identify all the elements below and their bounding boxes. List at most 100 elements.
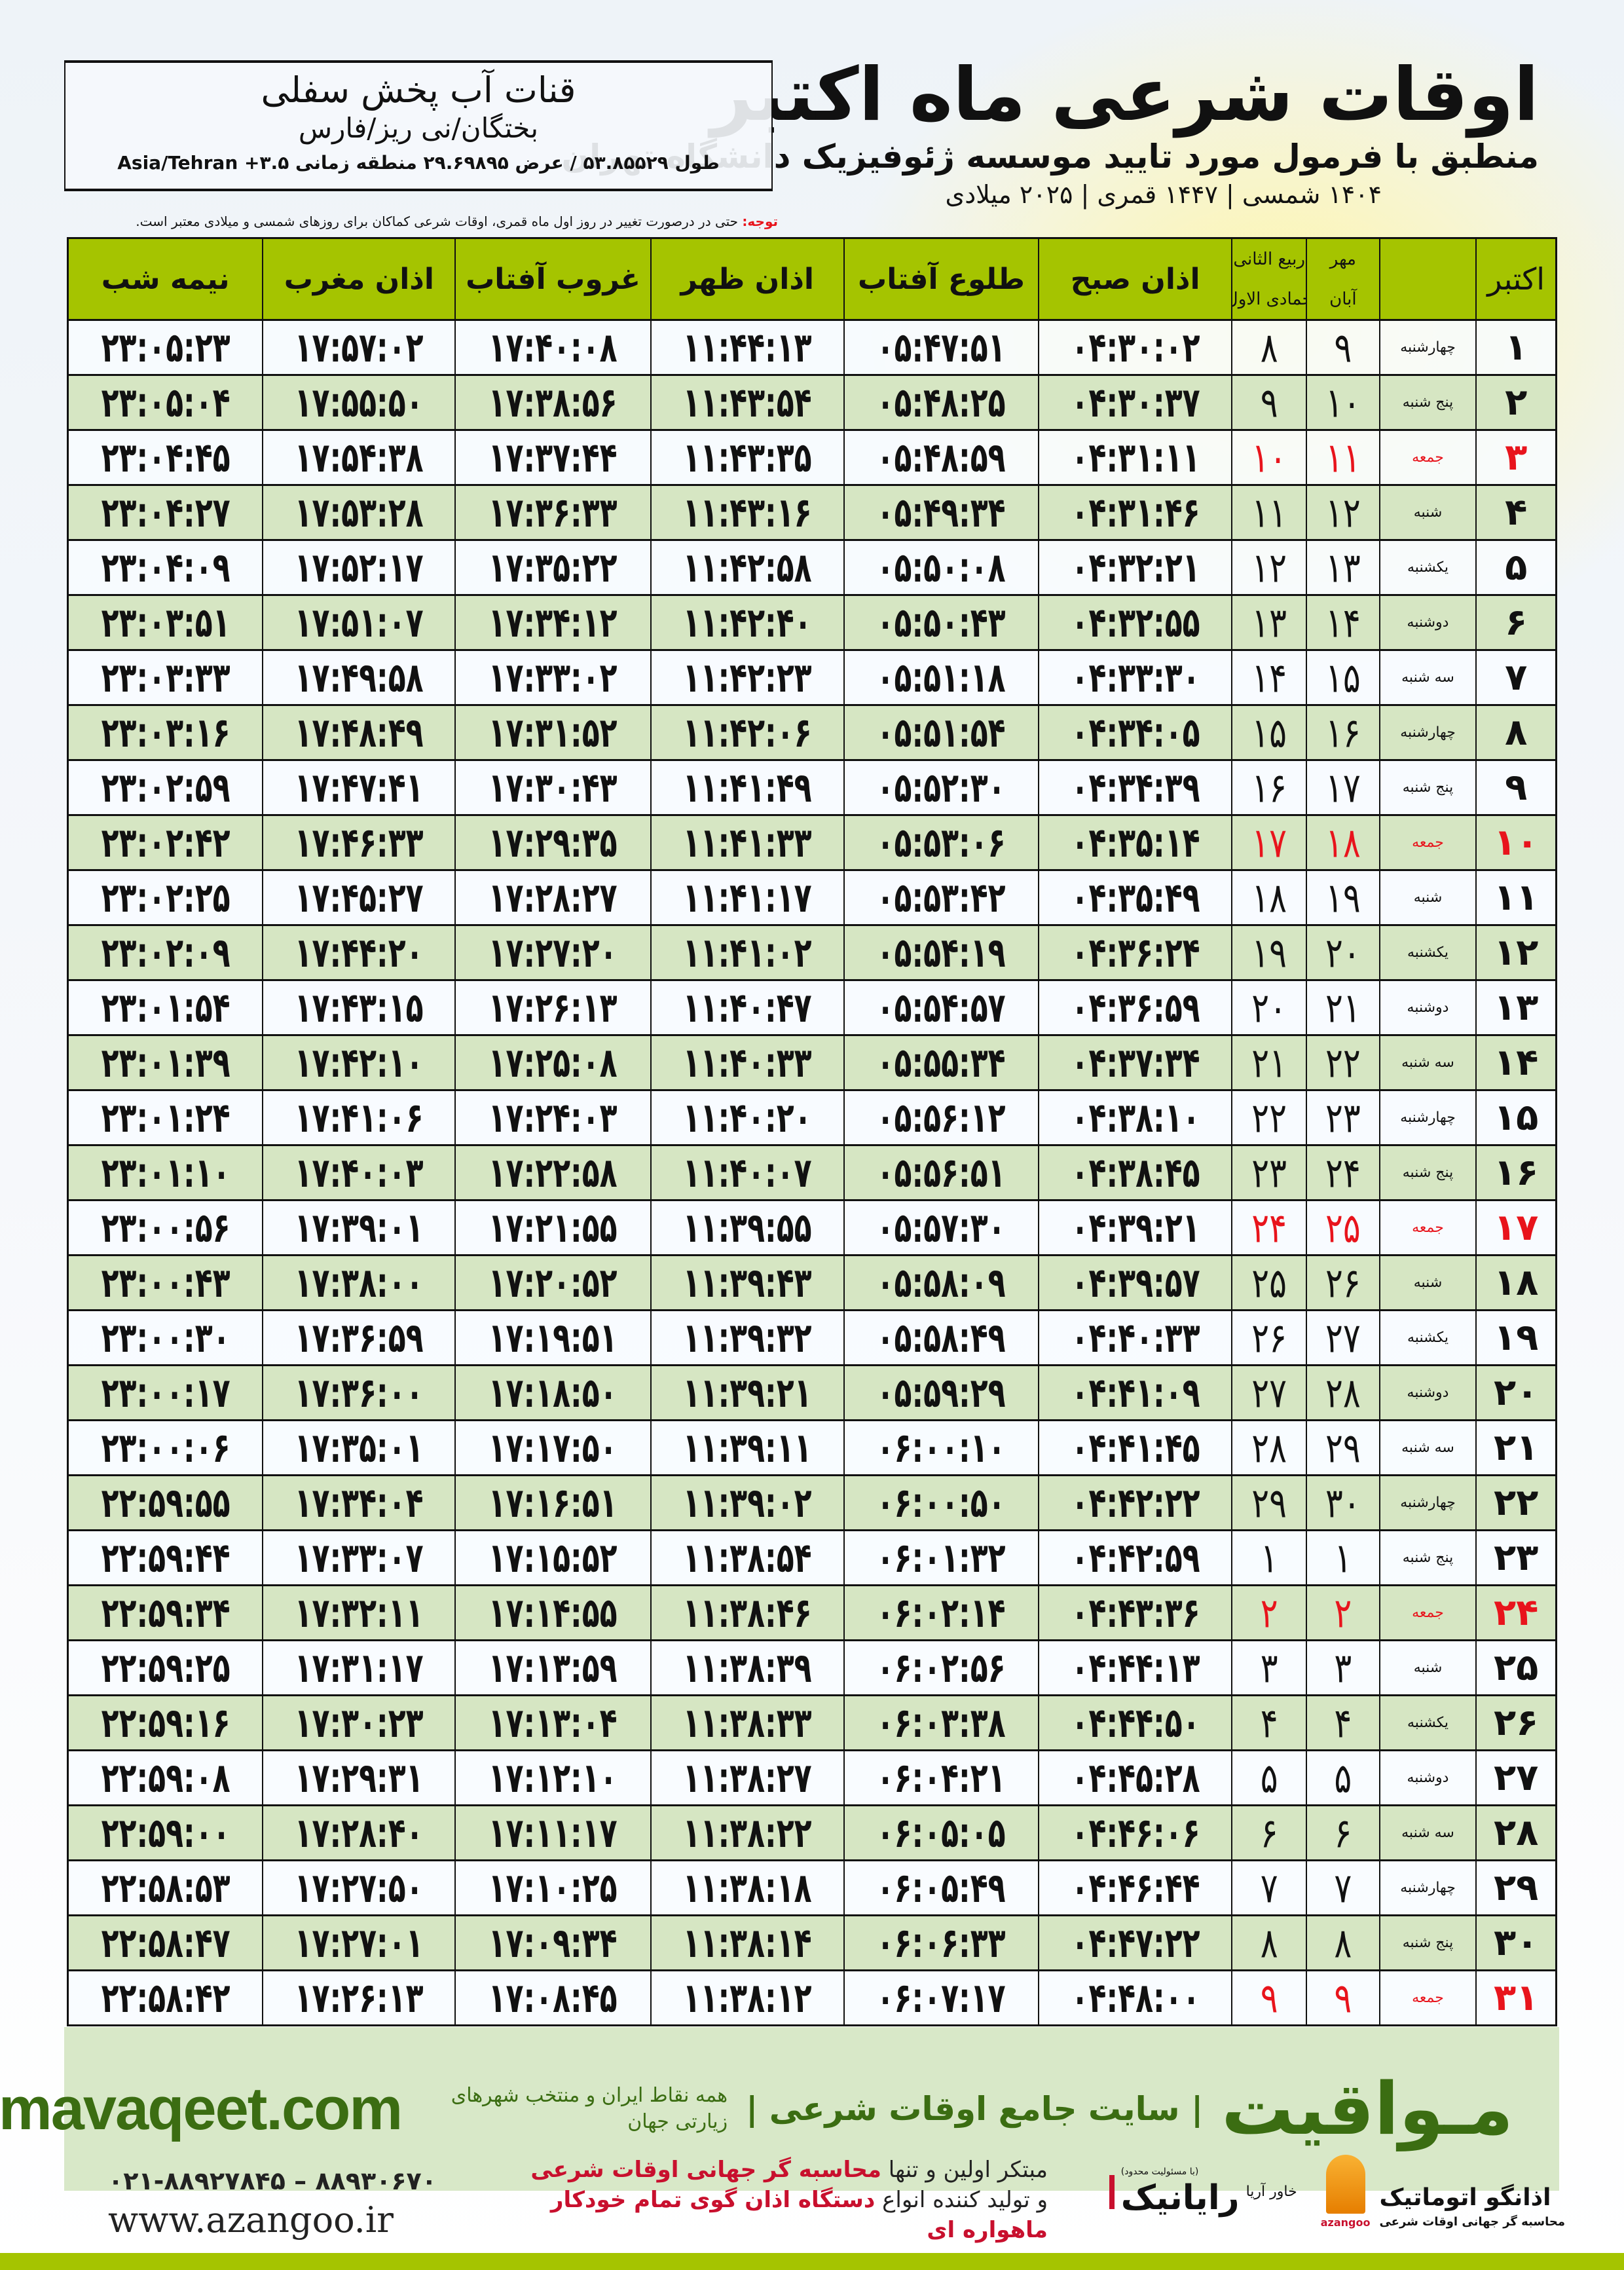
cell-dhuhr: ۱۱:۳۸:۱۸: [650, 1861, 843, 1914]
hijri-value: ۲۳: [1251, 1149, 1287, 1197]
hijri-value: ۵: [1260, 1754, 1278, 1802]
azangoo-link[interactable]: www.azangoo.ir: [108, 2199, 394, 2241]
day-value: ۲۷: [1493, 1757, 1539, 1799]
sunrise-value: ۰۵:۵۲:۳۰: [876, 764, 1006, 811]
sunrise-value: ۰۵:۵۳:۴۲: [876, 874, 1006, 921]
weekday-value: یکشنبه: [1407, 1715, 1449, 1731]
cell-sunrise: ۰۵:۵۹:۲۹: [843, 1366, 1038, 1419]
maghrib-value: ۱۷:۳۰:۲۳: [294, 1699, 424, 1747]
cell-weekday: یکشنبه: [1378, 926, 1476, 979]
cell-fajr: ۰۴:۳۶:۲۴: [1038, 926, 1231, 979]
cell-dhuhr: ۱۱:۳۹:۴۳: [650, 1256, 843, 1309]
sunset-value: ۱۷:۱۳:۵۹: [489, 1644, 618, 1692]
dhuhr-value: ۱۱:۴۱:۳۳: [682, 819, 812, 866]
fajr-value: ۰۴:۳۴:۳۹: [1071, 764, 1200, 811]
cell-sunset: ۱۷:۳۵:۲۲: [454, 541, 650, 594]
cell-midnight: ۲۲:۵۸:۴۲: [69, 1971, 262, 2024]
cell-sunset: ۱۷:۱۳:۰۴: [454, 1696, 650, 1749]
shamsi-value: ۲۹: [1325, 1424, 1361, 1472]
sunrise-value: ۰۵:۴۹:۳۴: [876, 489, 1006, 536]
cell-weekday: دوشنبه: [1378, 981, 1476, 1034]
cell-weekday: چهارشنبه: [1378, 321, 1476, 374]
fajr-value: ۰۴:۳۱:۴۶: [1071, 489, 1200, 536]
day-value: ۱۳: [1493, 986, 1539, 1029]
cell-fajr: ۰۴:۳۱:۱۱: [1038, 431, 1231, 484]
day-value: ۳۰: [1493, 1922, 1539, 1964]
sunset-value: ۱۷:۲۵:۰۸: [489, 1039, 618, 1087]
cell-day: ۲: [1475, 376, 1555, 429]
day-value: ۱۵: [1493, 1096, 1539, 1139]
cell-midnight: ۲۳:۰۲:۲۵: [69, 871, 262, 924]
maghrib-value: ۱۷:۳۸:۰۰: [294, 1259, 424, 1307]
table-row: ۱۱ شنبه ۱۹ ۱۸ ۰۴:۳۵:۴۹ ۰۵:۵۳:۴۲ ۱۱:۴۱:۱۷ ۱۷:۲۸:…: [69, 869, 1555, 924]
cell-weekday: جمعه: [1378, 1586, 1476, 1639]
cell-weekday: پنج شنبه: [1378, 1146, 1476, 1199]
weekday-value: پنج شنبه: [1402, 1935, 1454, 1951]
shamsi-value: ۴: [1334, 1699, 1352, 1747]
cell-sunrise: ۰۵:۵۵:۳۴: [843, 1036, 1038, 1089]
shamsi-value: ۱: [1334, 1534, 1352, 1582]
cell-dhuhr: ۱۱:۴۰:۲۰: [650, 1091, 843, 1144]
mavaqeet-link[interactable]: mavaqeet.com: [0, 2075, 403, 2142]
cell-fajr: ۰۴:۳۷:۳۴: [1038, 1036, 1231, 1089]
cell-fajr: ۰۴:۴۲:۲۲: [1038, 1476, 1231, 1529]
cell-sunrise: ۰۶:۰۶:۳۳: [843, 1916, 1038, 1969]
fajr-value: ۰۴:۳۹:۲۱: [1071, 1204, 1200, 1252]
midnight-value: ۲۳:۰۰:۳۰: [101, 1314, 231, 1362]
cell-shamsi: ۱۶: [1306, 706, 1379, 759]
cell-hijri: ۶: [1231, 1806, 1306, 1859]
cell-maghrib: ۱۷:۳۰:۲۳: [262, 1696, 454, 1749]
dhuhr-value: ۱۱:۴۲:۲۳: [682, 654, 812, 701]
table-row: ۱۳ دوشنبه ۲۱ ۲۰ ۰۴:۳۶:۵۹ ۰۵:۵۴:۵۷ ۱۱:۴۰:۴۷ ۱۷:۲…: [69, 979, 1555, 1034]
cell-fajr: ۰۴:۳۰:۳۷: [1038, 376, 1231, 429]
hijri-value: ۲۹: [1251, 1479, 1287, 1527]
table-row: ۲۵ شنبه ۳ ۳ ۰۴:۴۴:۱۳ ۰۶:۰۲:۵۶ ۱۱:۳۸:۳۹ ۱۷:۱۳:۵۹…: [69, 1639, 1555, 1694]
cell-fajr: ۰۴:۴۸:۰۰: [1038, 1971, 1231, 2024]
table-row: ۱۰ جمعه ۱۸ ۱۷ ۰۴:۳۵:۱۴ ۰۵:۵۳:۰۶ ۱۱:۴۱:۳۳ ۱۷:۲۹:…: [69, 814, 1555, 869]
sunrise-value: ۰۵:۵۸:۰۹: [876, 1259, 1006, 1307]
cell-dhuhr: ۱۱:۴۲:۰۶: [650, 706, 843, 759]
midnight-value: ۲۳:۰۰:۵۶: [101, 1204, 231, 1252]
cell-sunset: ۱۷:۲۴:۰۳: [454, 1091, 650, 1144]
sunset-value: ۱۷:۱۵:۵۲: [489, 1534, 618, 1582]
shamsi-value: ۲۸: [1325, 1369, 1361, 1417]
dhuhr-value: ۱۱:۴۰:۳۳: [682, 1039, 812, 1087]
cell-maghrib: ۱۷:۳۲:۱۱: [262, 1586, 454, 1639]
cell-midnight: ۲۲:۵۹:۰۸: [69, 1751, 262, 1804]
cell-hijri: ۱۵: [1231, 706, 1306, 759]
weekday-value: شنبه: [1413, 1660, 1443, 1676]
weekday-value: دوشنبه: [1407, 1385, 1449, 1401]
cell-sunrise: ۰۵:۵۷:۳۰: [843, 1201, 1038, 1254]
shamsi-value: ۱۱: [1325, 434, 1361, 481]
cell-weekday: شنبه: [1378, 1641, 1476, 1694]
cell-day: ۲۱: [1475, 1421, 1555, 1474]
cell-midnight: ۲۳:۰۱:۵۴: [69, 981, 262, 1034]
sunrise-value: ۰۶:۰۵:۰۵: [876, 1809, 1006, 1857]
maghrib-value: ۱۷:۴۳:۱۵: [294, 984, 424, 1032]
midnight-value: ۲۳:۰۴:۲۷: [101, 489, 231, 536]
maghrib-value: ۱۷:۵۷:۰۲: [294, 324, 424, 371]
cell-hijri: ۱۷: [1231, 816, 1306, 869]
shamsi-value: ۱۷: [1325, 764, 1361, 811]
cell-maghrib: ۱۷:۴۵:۲۷: [262, 871, 454, 924]
dhuhr-value: ۱۱:۴۳:۱۶: [682, 489, 812, 536]
cell-fajr: ۰۴:۴۳:۳۶: [1038, 1586, 1231, 1639]
cell-sunset: ۱۷:۰۸:۴۵: [454, 1971, 650, 2024]
maghrib-value: ۱۷:۵۱:۰۷: [294, 599, 424, 646]
midnight-value: ۲۳:۰۲:۰۹: [101, 929, 231, 977]
hijri-value: ۱۰: [1251, 434, 1287, 481]
cell-day: ۸: [1475, 706, 1555, 759]
cell-sunrise: ۰۵:۵۳:۰۶: [843, 816, 1038, 869]
sunset-value: ۱۷:۳۳:۰۲: [489, 654, 618, 701]
cell-midnight: ۲۳:۰۰:۳۰: [69, 1311, 262, 1364]
dhuhr-value: ۱۱:۳۸:۱۲: [682, 1974, 812, 2022]
table-row: ۱۹ یکشنبه ۲۷ ۲۶ ۰۴:۴۰:۳۳ ۰۵:۵۸:۴۹ ۱۱:۳۹:۳۲ ۱۷:۱…: [69, 1309, 1555, 1364]
cell-weekday: شنبه: [1378, 1256, 1476, 1309]
cell-sunrise: ۰۵:۴۹:۳۴: [843, 486, 1038, 539]
cell-sunset: ۱۷:۱۵:۵۲: [454, 1531, 650, 1584]
cell-sunset: ۱۷:۳۳:۰۲: [454, 651, 650, 704]
sunrise-value: ۰۶:۰۲:۵۶: [876, 1644, 1006, 1692]
header-hijri-bottom: جمادی الاول: [1232, 289, 1306, 309]
cell-dhuhr: ۱۱:۴۲:۲۳: [650, 651, 843, 704]
weekday-value: دوشنبه: [1407, 999, 1449, 1016]
